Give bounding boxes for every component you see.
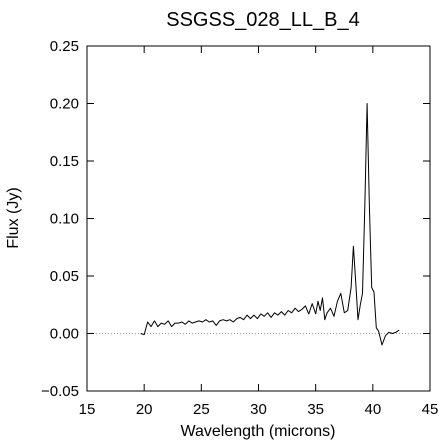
chart-title: SSGSS_028_LL_B_4: [166, 9, 360, 31]
x-tick-label: 35: [307, 401, 324, 418]
x-tick-label: 25: [193, 401, 210, 418]
y-axis-label: Flux (Jy): [5, 187, 22, 248]
y-tick-label: 0.05: [50, 268, 79, 285]
x-tick-label: 20: [136, 401, 153, 418]
y-tick-label: 0.00: [50, 326, 79, 343]
x-tick-label: 30: [250, 401, 267, 418]
y-tick-label: 0.20: [50, 96, 79, 113]
y-axis: −0.05 0.00 0.05 0.10 0.15 0.20 0.25: [41, 38, 430, 400]
series-line: [140, 103, 400, 346]
series-layer: [140, 103, 400, 346]
x-tick-label: 45: [422, 401, 439, 418]
x-tick-label: 40: [364, 401, 381, 418]
x-axis-label: Wavelength (microns): [180, 423, 335, 440]
plot-frame: [86, 45, 431, 392]
y-tick-label: 0.15: [50, 153, 79, 170]
x-tick-label: 15: [79, 401, 96, 418]
y-tick-label: 0.25: [50, 38, 79, 55]
x-axis: 15 20 25 30 35 40 45: [79, 46, 439, 418]
y-tick-label: 0.10: [50, 211, 79, 228]
y-tick-label: −0.05: [41, 383, 79, 400]
